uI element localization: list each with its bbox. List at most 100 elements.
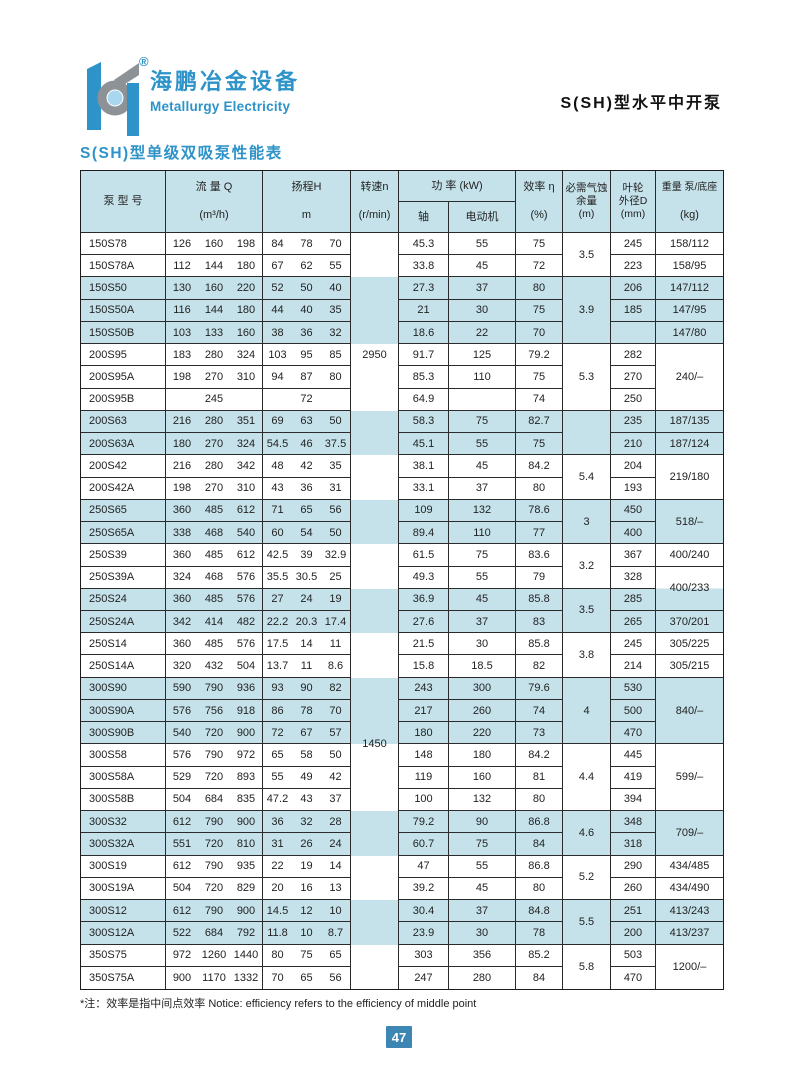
- cell-pump-model: 300S58B: [81, 788, 166, 812]
- cell-motor-power: 75: [449, 833, 516, 856]
- cell-weight: 147/95: [656, 299, 723, 322]
- head-value: 67: [300, 726, 313, 739]
- head-value: 50: [329, 415, 342, 428]
- cell-pump-model: 250S24: [81, 588, 166, 611]
- cell-shaft-power: 49.3: [399, 566, 449, 589]
- head-value: 19: [300, 860, 313, 873]
- cell-motor-power: 300: [449, 677, 516, 700]
- head-value-group: 48 42 35: [263, 460, 350, 472]
- cell-motor-power: 45: [449, 255, 516, 278]
- head-value: 94: [271, 371, 284, 384]
- brand-name-english: Metallurgy Electricity: [150, 99, 291, 114]
- flow-value: 790: [204, 682, 224, 695]
- cell-weight: 400/240: [656, 544, 723, 567]
- head-value: 69: [271, 415, 284, 428]
- flow-value: 790: [204, 904, 224, 917]
- head-value: 31: [329, 482, 342, 495]
- cell-motor-power: 22: [449, 321, 516, 345]
- cell-impeller-diameter: 185: [611, 299, 656, 322]
- cell-motor-power: 110: [449, 366, 516, 389]
- head-value-group: 65 58 50: [263, 749, 350, 761]
- cell-speed: [351, 766, 399, 789]
- header-line: (mm): [620, 208, 646, 220]
- head-value-group: 86 78 70: [263, 705, 350, 717]
- cell-pump-model: 300S32A: [81, 833, 166, 856]
- head-value: 55: [271, 771, 284, 784]
- head-value: 65: [329, 949, 342, 962]
- flow-value-group: 972 1260 1440: [166, 949, 262, 961]
- cell-impeller-diameter: [611, 321, 656, 345]
- cell-head: 72 67 57: [263, 722, 351, 745]
- head-value: 17.5: [266, 637, 289, 650]
- cell-efficiency: 83: [516, 610, 563, 634]
- head-value-group: 70 65 56: [263, 972, 350, 984]
- cell-impeller-diameter: 367: [611, 544, 656, 567]
- cell-shaft-power: 33.1: [399, 477, 449, 500]
- flow-value: 468: [204, 571, 224, 584]
- flow-value-group: 342 414 482: [166, 616, 262, 628]
- cell-weight: 187/124: [656, 433, 723, 456]
- flow-value: 130: [172, 282, 192, 295]
- col-header-power-motor: 电动机: [449, 202, 516, 233]
- head-value: 27: [271, 593, 284, 606]
- cell-efficiency: 84.8: [516, 900, 563, 923]
- cell-flow: 551 720 810: [166, 833, 263, 856]
- cell-motor-power: 37: [449, 900, 516, 923]
- flow-value: 790: [204, 860, 224, 873]
- flow-value: 485: [204, 548, 224, 561]
- cell-npsh: 5.8: [563, 944, 611, 989]
- cell-flow: 360 485 576: [166, 588, 263, 611]
- cell-impeller-diameter: 265: [611, 610, 656, 634]
- cell-efficiency: 79.6: [516, 677, 563, 700]
- head-value: 90: [300, 682, 313, 695]
- cell-pump-model: 250S24A: [81, 610, 166, 634]
- head-value: 65: [300, 504, 313, 517]
- cell-head: 54.5 46 37.5: [263, 433, 351, 456]
- cell-flow: 198 270 310: [166, 366, 263, 389]
- cell-speed: [351, 922, 399, 945]
- cell-flow: 183 280 324: [166, 344, 263, 367]
- flow-value: 918: [236, 704, 256, 717]
- col-header-efficiency: 效率 η (%): [516, 171, 563, 233]
- head-value: 10: [329, 904, 342, 917]
- flow-value-group: 103 133 160: [166, 327, 262, 339]
- head-value: 49: [300, 771, 313, 784]
- flow-value: 320: [172, 660, 192, 673]
- head-value: 70: [271, 971, 284, 984]
- cell-shaft-power: 30.4: [399, 900, 449, 923]
- cell-head: 42.5 39 32.9: [263, 544, 351, 567]
- cell-flow: 338 468 540: [166, 522, 263, 545]
- page-header-product-title: S(SH)型水平中开泵: [560, 95, 722, 112]
- flow-value: 684: [204, 793, 224, 806]
- head-value: 31: [271, 837, 284, 850]
- head-value-group: 20 16 13: [263, 882, 350, 894]
- head-value: 36: [300, 482, 313, 495]
- cell-pump-model: 300S90A: [81, 699, 166, 723]
- flow-value-group: 540 720 900: [166, 727, 262, 739]
- flow-value: 576: [236, 637, 256, 650]
- cell-head: 86 78 70: [263, 699, 351, 723]
- cell-pump-model: 300S12: [81, 900, 166, 923]
- cell-impeller-diameter: 251: [611, 900, 656, 923]
- head-value: 87: [300, 371, 313, 384]
- cell-speed: [351, 388, 399, 411]
- head-value-group: 44 40 35: [263, 304, 350, 316]
- head-value-group: 80 75 65: [263, 949, 350, 961]
- header-line: 泵 型 号: [103, 195, 143, 207]
- cell-impeller-diameter: 282: [611, 344, 656, 367]
- cell-impeller-diameter: 445: [611, 744, 656, 767]
- flow-value: 126: [172, 237, 192, 250]
- flow-value-group: 216 280 351: [166, 415, 262, 427]
- flow-value-group: 529 720 893: [166, 771, 262, 783]
- cell-speed: [351, 299, 399, 322]
- cell-flow: 360 485 576: [166, 633, 263, 656]
- head-value: 20: [271, 882, 284, 895]
- head-value: 57: [329, 726, 342, 739]
- footnote: *注：效率是指中间点效率 Notice: efficiency refers t…: [80, 998, 477, 1010]
- company-logo-icon: [84, 56, 141, 141]
- head-value: 32: [329, 326, 342, 339]
- cell-impeller-diameter: 204: [611, 455, 656, 478]
- cell-head: 103 95 85: [263, 344, 351, 367]
- flow-value: 324: [236, 437, 256, 450]
- head-value: 11.8: [267, 926, 288, 939]
